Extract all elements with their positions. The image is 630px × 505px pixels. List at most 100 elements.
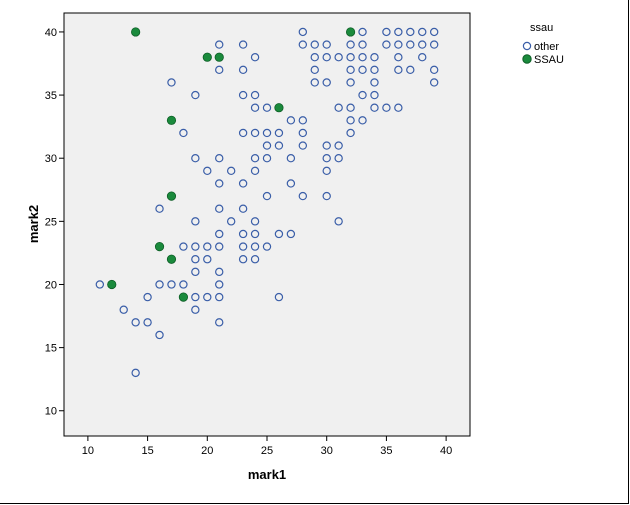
data-point-other: [298, 128, 308, 138]
data-point-other: [250, 255, 260, 264]
data-point-other: [250, 154, 260, 163]
data-point-other: [334, 103, 343, 112]
data-point-other: [215, 179, 224, 188]
data-point-ssau: [166, 115, 177, 125]
y-tick-label: 35: [45, 90, 57, 102]
data-point-other: [215, 204, 224, 213]
data-point-other: [406, 40, 415, 49]
x-tick-label: 15: [141, 445, 153, 457]
data-point-other: [262, 103, 272, 112]
data-point-other: [298, 191, 308, 201]
data-point-other: [226, 166, 236, 176]
data-point-other: [358, 116, 367, 125]
data-point-other: [286, 229, 296, 239]
x-axis: 10 15 20 25 30 35 40: [82, 436, 452, 457]
data-point-other: [429, 65, 439, 75]
data-point-other: [394, 52, 403, 62]
data-point-other: [370, 103, 379, 112]
data-point-other: [322, 191, 331, 201]
data-point-other: [155, 204, 164, 213]
data-point-other: [406, 27, 415, 37]
data-point-other: [274, 292, 284, 302]
y-axis-title: mark2: [26, 205, 41, 243]
data-point-ssau: [166, 254, 177, 264]
data-point-other: [346, 78, 355, 87]
data-point-other: [191, 292, 200, 302]
data-point-ssau: [178, 292, 189, 302]
data-point-other: [358, 65, 367, 75]
legend-other-label: other: [534, 41, 559, 53]
y-tick-label: 20: [45, 279, 57, 291]
plot-area: [63, 12, 471, 437]
data-point-other: [167, 78, 176, 87]
data-point-other: [250, 90, 260, 100]
data-point-other: [250, 217, 260, 226]
data-point-other: [418, 52, 427, 62]
data-point-other: [322, 52, 331, 62]
data-point-other: [370, 90, 379, 100]
data-point-other: [334, 52, 343, 62]
data-point-other: [238, 229, 248, 239]
data-point-other: [418, 40, 427, 49]
data-point-other: [334, 217, 343, 226]
data-point-other: [215, 318, 224, 327]
data-point-other: [238, 128, 248, 138]
data-point-other: [250, 103, 260, 112]
data-point-other: [131, 318, 140, 327]
data-point-other: [215, 65, 224, 75]
data-point-other: [418, 27, 427, 37]
data-point-other: [191, 242, 200, 251]
data-point-other: [167, 280, 176, 289]
data-point-other: [203, 166, 212, 176]
data-point-other: [191, 267, 200, 277]
data-point-other: [286, 179, 296, 188]
data-point-ssau: [345, 27, 356, 37]
data-point-other: [179, 242, 188, 251]
data-point-ssau: [154, 241, 165, 252]
data-point-other: [215, 292, 224, 302]
data-point-other: [250, 52, 260, 62]
data-point-other: [203, 242, 212, 251]
data-point-other: [262, 191, 272, 201]
data-point-other: [334, 141, 343, 150]
series-other-points: [95, 27, 439, 378]
data-point-other: [155, 330, 164, 340]
data-point-ssau: [202, 52, 212, 62]
legend-ssau-label: SSAU: [534, 54, 564, 66]
data-point-other: [238, 65, 248, 75]
data-point-other: [238, 90, 248, 100]
data-point-other: [310, 40, 319, 49]
data-point-other: [346, 116, 355, 125]
data-point-other: [322, 78, 331, 87]
legend-title: ssau: [530, 22, 553, 34]
data-point-other: [250, 229, 260, 239]
y-tick-label: 15: [45, 343, 57, 355]
data-point-other: [322, 166, 331, 176]
data-point-other: [274, 229, 284, 239]
data-point-other: [155, 280, 164, 289]
data-point-ssau: [214, 52, 224, 62]
data-point-other: [262, 154, 272, 163]
data-point-other: [346, 103, 355, 112]
data-point-other: [322, 141, 331, 150]
data-point-other: [250, 128, 260, 138]
data-point-other: [310, 52, 319, 62]
x-tick-label: 25: [261, 445, 273, 457]
data-point-other: [322, 40, 331, 49]
data-point-other: [179, 280, 188, 289]
legend-other-marker: [522, 41, 532, 51]
data-point-other: [238, 204, 248, 213]
series-ssau-points: [107, 27, 356, 302]
data-point-other: [274, 128, 284, 138]
data-point-ssau: [274, 103, 284, 113]
data-point-other: [298, 40, 308, 49]
data-point-other: [429, 40, 439, 49]
data-point-other: [346, 40, 355, 49]
data-point-other: [250, 166, 260, 176]
data-point-other: [215, 154, 224, 163]
data-point-other: [119, 305, 128, 314]
data-point-other: [131, 368, 140, 378]
x-tick-label: 30: [321, 445, 333, 457]
data-point-other: [215, 267, 224, 277]
